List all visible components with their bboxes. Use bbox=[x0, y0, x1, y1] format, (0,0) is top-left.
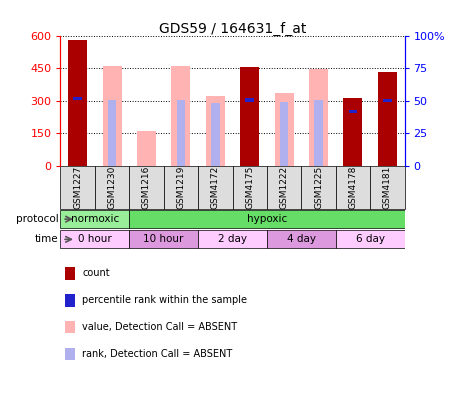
Text: GSM1227: GSM1227 bbox=[73, 166, 82, 209]
Text: normoxic: normoxic bbox=[71, 214, 119, 224]
FancyBboxPatch shape bbox=[336, 166, 370, 209]
Text: 10 hour: 10 hour bbox=[144, 234, 184, 244]
Text: GSM4175: GSM4175 bbox=[245, 166, 254, 209]
Bar bbox=[314, 100, 323, 166]
Text: GSM1222: GSM1222 bbox=[279, 166, 289, 209]
Bar bbox=[275, 93, 293, 166]
Bar bbox=[103, 66, 121, 166]
Bar bbox=[73, 97, 82, 100]
Text: GSM4181: GSM4181 bbox=[383, 166, 392, 209]
Text: GDS59 / 164631_f_at: GDS59 / 164631_f_at bbox=[159, 22, 306, 36]
FancyBboxPatch shape bbox=[60, 210, 129, 228]
FancyBboxPatch shape bbox=[198, 230, 267, 248]
FancyBboxPatch shape bbox=[129, 166, 164, 209]
Text: GSM1219: GSM1219 bbox=[176, 166, 186, 209]
Text: 4 day: 4 day bbox=[287, 234, 316, 244]
Bar bbox=[206, 96, 225, 166]
Bar bbox=[344, 99, 362, 166]
Bar bbox=[172, 66, 190, 166]
FancyBboxPatch shape bbox=[301, 166, 336, 209]
FancyBboxPatch shape bbox=[336, 230, 405, 248]
FancyBboxPatch shape bbox=[232, 166, 267, 209]
FancyBboxPatch shape bbox=[370, 166, 405, 209]
Text: protocol: protocol bbox=[16, 214, 59, 224]
Text: 6 day: 6 day bbox=[356, 234, 385, 244]
FancyBboxPatch shape bbox=[267, 230, 336, 248]
Bar bbox=[246, 99, 254, 101]
FancyBboxPatch shape bbox=[129, 210, 405, 228]
Text: 2 day: 2 day bbox=[218, 234, 247, 244]
Bar bbox=[108, 99, 116, 166]
Bar bbox=[309, 69, 328, 166]
FancyBboxPatch shape bbox=[95, 166, 129, 209]
Bar bbox=[240, 67, 259, 166]
Text: GSM4172: GSM4172 bbox=[211, 166, 220, 209]
Text: rank, Detection Call = ABSENT: rank, Detection Call = ABSENT bbox=[82, 349, 232, 359]
Text: GSM1230: GSM1230 bbox=[107, 166, 117, 209]
FancyBboxPatch shape bbox=[60, 230, 129, 248]
FancyBboxPatch shape bbox=[60, 166, 95, 209]
Bar bbox=[211, 103, 219, 166]
Bar bbox=[378, 72, 397, 166]
FancyBboxPatch shape bbox=[198, 166, 232, 209]
FancyBboxPatch shape bbox=[129, 230, 198, 248]
Bar bbox=[349, 110, 357, 113]
Text: percentile rank within the sample: percentile rank within the sample bbox=[82, 295, 247, 305]
FancyBboxPatch shape bbox=[164, 166, 198, 209]
Text: 0 hour: 0 hour bbox=[78, 234, 112, 244]
Text: GSM4178: GSM4178 bbox=[348, 166, 358, 209]
Bar bbox=[137, 131, 156, 166]
Text: hypoxic: hypoxic bbox=[247, 214, 287, 224]
Text: GSM1225: GSM1225 bbox=[314, 166, 323, 209]
Bar bbox=[280, 102, 288, 166]
Bar bbox=[68, 40, 87, 166]
FancyBboxPatch shape bbox=[267, 166, 301, 209]
Text: count: count bbox=[82, 268, 110, 278]
Bar bbox=[177, 99, 185, 166]
Text: time: time bbox=[35, 234, 59, 244]
Text: value, Detection Call = ABSENT: value, Detection Call = ABSENT bbox=[82, 322, 238, 332]
Bar bbox=[383, 99, 392, 102]
Text: GSM1216: GSM1216 bbox=[142, 166, 151, 209]
